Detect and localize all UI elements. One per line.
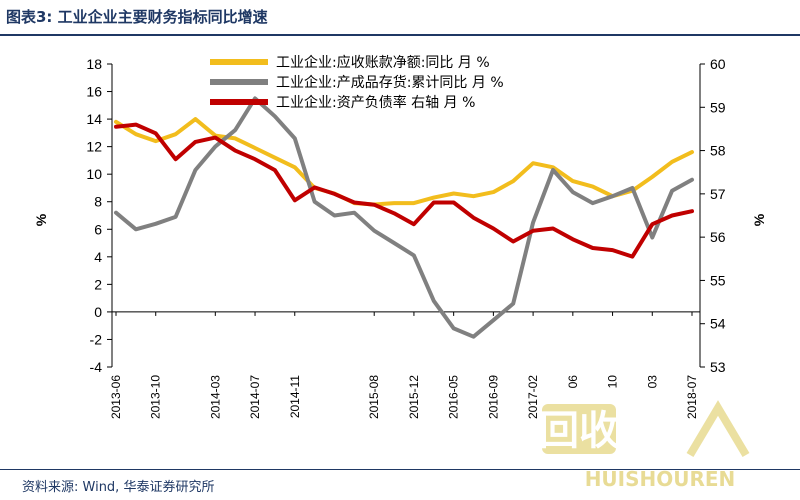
y-right-tick-label: 60 [710, 56, 726, 72]
y-right-tick-label: 54 [710, 316, 726, 332]
watermark-logo: 回收 HUISHOUREN [540, 400, 750, 491]
y-right-tick-label: 59 [710, 99, 726, 115]
y-axis-left-label: % [33, 213, 49, 226]
chart-svg: -4 -2 0 2 4 6 8 10 12 14 16 18 53 54 55 56 57 58 59 60% % 201… [33, 54, 767, 419]
x-tick-label: 10 [606, 375, 620, 389]
y-right-tick-label: 57 [710, 186, 726, 202]
x-tick-label: 2017-02 [526, 375, 540, 419]
chart-legend: 工业企业:应收账款净额:同比 月 % 工业企业:产成品存货:累计同比 月 % 工业企… [210, 54, 504, 111]
chart-title: 图表3: 工业企业主要财务指标同比增速 [6, 8, 268, 26]
y-left-tick-label: 10 [86, 166, 102, 182]
watermark-chinese: 回收 [540, 408, 619, 454]
legend-item-inventory-label: 工业企业:产成品存货:累计同比 月 % [276, 74, 504, 91]
debt-ratio-series-line [114, 122, 694, 259]
y-left-tick-label: 8 [94, 194, 102, 210]
x-tick-label: 03 [645, 375, 659, 389]
x-tick-label: 2018-07 [685, 375, 699, 419]
y-left-tick-label: -4 [90, 359, 103, 375]
x-tick-label: 2015-12 [407, 375, 421, 419]
source-note: 资料来源: Wind, 华泰证券研究所 [22, 480, 215, 495]
watermark-latin: HUISHOUREN [585, 467, 736, 491]
x-tick-label: 2013-10 [149, 375, 163, 419]
legend-item-receivables-label: 工业企业:应收账款净额:同比 月 % [276, 54, 490, 71]
y-axis-right-label: % [751, 213, 767, 226]
receivables-series-line [114, 117, 694, 207]
x-tick-label: 2014-03 [208, 375, 222, 419]
y-left-tick-label: 0 [94, 304, 102, 320]
x-tick-label: 2014-11 [288, 375, 302, 418]
y-left-tick-label: 4 [94, 249, 102, 265]
y-left-tick-label: 16 [86, 84, 102, 100]
y-left-tick-label: -2 [90, 331, 103, 347]
inventory-series-line [114, 96, 694, 339]
y-right-tick-label: 56 [710, 229, 726, 245]
x-tick-label: 2013-06 [109, 375, 123, 419]
y-left-tick-label: 6 [94, 221, 102, 237]
x-tick-label: 06 [566, 375, 580, 389]
y-right-tick-label: 58 [710, 143, 726, 159]
title-divider [0, 34, 800, 36]
x-tick-label: 2016-05 [447, 375, 461, 419]
legend-item-debt-ratio-label: 工业企业:资产负债率 右轴 月 % [276, 94, 475, 111]
y-right-tick-label: 53 [710, 359, 726, 375]
y-left-tick-label: 2 [94, 276, 102, 292]
chart-axes: -4 -2 0 2 4 6 8 10 12 14 16 18 53 54 55 56 57 58 59 60% % 201… [33, 56, 767, 419]
source-divider [0, 469, 800, 470]
x-tick-label: 2015-08 [367, 375, 381, 419]
y-right-tick-label: 55 [710, 272, 726, 288]
y-left-tick-label: 14 [86, 111, 102, 127]
x-tick-label: 2016-09 [486, 375, 500, 419]
y-left-tick-label: 18 [86, 56, 102, 72]
y-left-tick-label: 12 [86, 139, 102, 155]
chart-series [114, 96, 694, 339]
x-tick-label: 2014-07 [248, 375, 262, 419]
